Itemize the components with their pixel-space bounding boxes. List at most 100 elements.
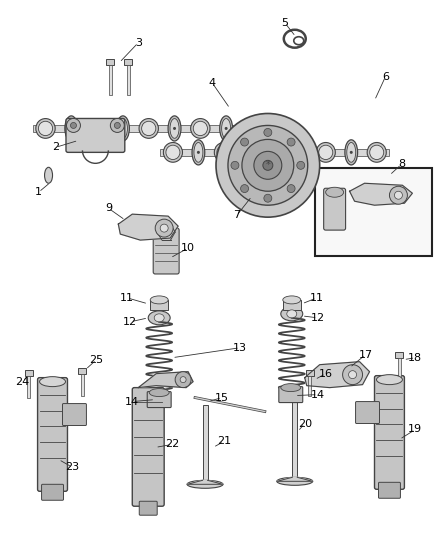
Circle shape	[173, 127, 176, 130]
Circle shape	[155, 219, 173, 237]
Circle shape	[297, 161, 305, 169]
Circle shape	[395, 191, 403, 199]
Ellipse shape	[117, 116, 129, 141]
Bar	[306, 370, 314, 376]
Ellipse shape	[139, 118, 159, 138]
Ellipse shape	[163, 142, 183, 162]
Text: 2: 2	[52, 142, 59, 152]
Circle shape	[242, 140, 294, 191]
Ellipse shape	[222, 118, 231, 138]
Bar	[396, 352, 403, 358]
Ellipse shape	[367, 142, 386, 162]
FancyBboxPatch shape	[42, 484, 64, 500]
Circle shape	[225, 127, 228, 130]
Circle shape	[67, 118, 81, 132]
Ellipse shape	[65, 116, 78, 141]
Ellipse shape	[118, 118, 127, 138]
Ellipse shape	[245, 142, 254, 162]
Circle shape	[263, 160, 273, 171]
Text: 14: 14	[125, 397, 139, 407]
Text: 6: 6	[382, 71, 389, 82]
Ellipse shape	[39, 377, 66, 386]
Text: 8: 8	[398, 159, 405, 169]
Circle shape	[114, 123, 120, 128]
FancyBboxPatch shape	[374, 376, 404, 489]
Ellipse shape	[193, 122, 208, 135]
Bar	[150, 300, 168, 310]
Text: *: *	[265, 160, 270, 171]
Ellipse shape	[220, 116, 233, 141]
Ellipse shape	[194, 142, 203, 162]
Circle shape	[389, 186, 407, 204]
FancyBboxPatch shape	[139, 501, 157, 515]
FancyBboxPatch shape	[66, 118, 125, 152]
Circle shape	[231, 161, 239, 169]
Circle shape	[70, 127, 73, 130]
Circle shape	[287, 184, 295, 192]
Ellipse shape	[166, 145, 180, 159]
Ellipse shape	[154, 314, 164, 322]
Ellipse shape	[370, 145, 384, 159]
Ellipse shape	[281, 307, 303, 321]
Text: 5: 5	[281, 18, 288, 28]
Text: 23: 23	[65, 462, 80, 472]
Circle shape	[264, 128, 272, 136]
Circle shape	[248, 151, 251, 154]
Bar	[202, 405, 208, 484]
Ellipse shape	[39, 122, 53, 135]
Circle shape	[197, 151, 200, 154]
Ellipse shape	[347, 142, 356, 162]
Text: 18: 18	[408, 353, 422, 363]
Bar	[25, 370, 32, 376]
Ellipse shape	[242, 118, 261, 138]
Text: 12: 12	[311, 313, 325, 323]
Text: 16: 16	[319, 369, 332, 378]
Bar	[124, 59, 132, 64]
Text: 14: 14	[311, 390, 325, 400]
Ellipse shape	[149, 389, 169, 397]
Polygon shape	[350, 183, 413, 205]
Bar	[109, 64, 112, 94]
Bar	[283, 300, 301, 310]
Circle shape	[110, 118, 124, 132]
Text: 3: 3	[135, 38, 142, 48]
Text: 9: 9	[105, 203, 112, 213]
Ellipse shape	[296, 142, 305, 162]
Circle shape	[240, 138, 249, 146]
Circle shape	[343, 365, 363, 385]
Ellipse shape	[67, 118, 76, 138]
Circle shape	[228, 125, 308, 205]
Text: 17: 17	[358, 350, 373, 360]
Text: 1: 1	[35, 187, 42, 197]
Polygon shape	[138, 372, 193, 387]
Circle shape	[254, 151, 282, 179]
Text: 22: 22	[165, 439, 179, 449]
Circle shape	[160, 224, 168, 232]
Text: 19: 19	[408, 424, 422, 434]
Ellipse shape	[90, 122, 104, 135]
Ellipse shape	[265, 142, 284, 162]
Text: 12: 12	[123, 317, 138, 327]
Ellipse shape	[141, 122, 156, 135]
Circle shape	[349, 370, 357, 378]
FancyBboxPatch shape	[132, 387, 164, 506]
Ellipse shape	[245, 122, 259, 135]
Text: 7: 7	[233, 210, 240, 220]
FancyBboxPatch shape	[63, 403, 86, 425]
Circle shape	[240, 184, 249, 192]
Circle shape	[350, 151, 353, 154]
FancyBboxPatch shape	[147, 392, 171, 408]
Text: 25: 25	[89, 354, 103, 365]
Ellipse shape	[283, 296, 301, 304]
FancyBboxPatch shape	[153, 228, 179, 274]
Text: 24: 24	[15, 377, 30, 386]
Ellipse shape	[319, 145, 333, 159]
Ellipse shape	[192, 140, 205, 165]
Circle shape	[287, 138, 295, 146]
Bar	[308, 376, 311, 395]
Ellipse shape	[214, 142, 233, 162]
Polygon shape	[277, 478, 313, 481]
FancyBboxPatch shape	[324, 188, 346, 230]
Ellipse shape	[45, 167, 53, 183]
Ellipse shape	[88, 118, 107, 138]
